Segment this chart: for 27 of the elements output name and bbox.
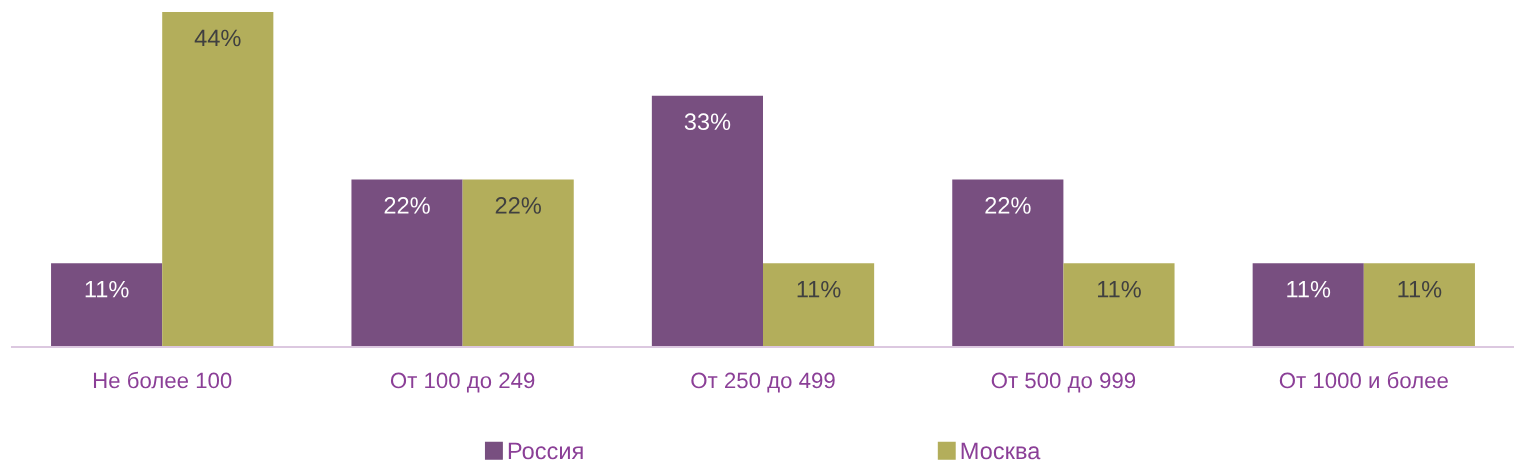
bar xyxy=(1252,263,1364,347)
x-tick-label: От 100 до 249 xyxy=(390,372,535,393)
bar xyxy=(1063,263,1175,347)
data-label: 11% xyxy=(1098,280,1141,298)
bar xyxy=(351,179,463,347)
data-label: 11% xyxy=(85,280,129,298)
x-tick-label: От 500 до 999 xyxy=(991,372,1136,393)
bar xyxy=(763,263,875,347)
data-label: 22% xyxy=(384,197,430,214)
data-label: 22% xyxy=(495,197,541,214)
bar xyxy=(51,263,163,347)
data-label: 44% xyxy=(194,29,241,47)
data-label: 11% xyxy=(1287,280,1331,298)
x-tick-label: От 250 до 499 xyxy=(691,372,835,393)
data-label: 33% xyxy=(684,113,731,131)
bar xyxy=(651,95,763,347)
data-label: 11% xyxy=(797,280,841,298)
data-label: 11% xyxy=(1398,280,1442,298)
bar xyxy=(462,179,574,347)
x-tick-label: Не более 100 xyxy=(93,371,232,389)
legend-label: Москва xyxy=(961,442,1041,460)
legend-label: Россия xyxy=(508,442,583,460)
data-label: 22% xyxy=(985,197,1031,214)
bar xyxy=(952,179,1064,347)
bar xyxy=(162,12,274,347)
bar xyxy=(1363,263,1475,347)
x-tick-label: От 1000 и более xyxy=(1279,371,1448,389)
